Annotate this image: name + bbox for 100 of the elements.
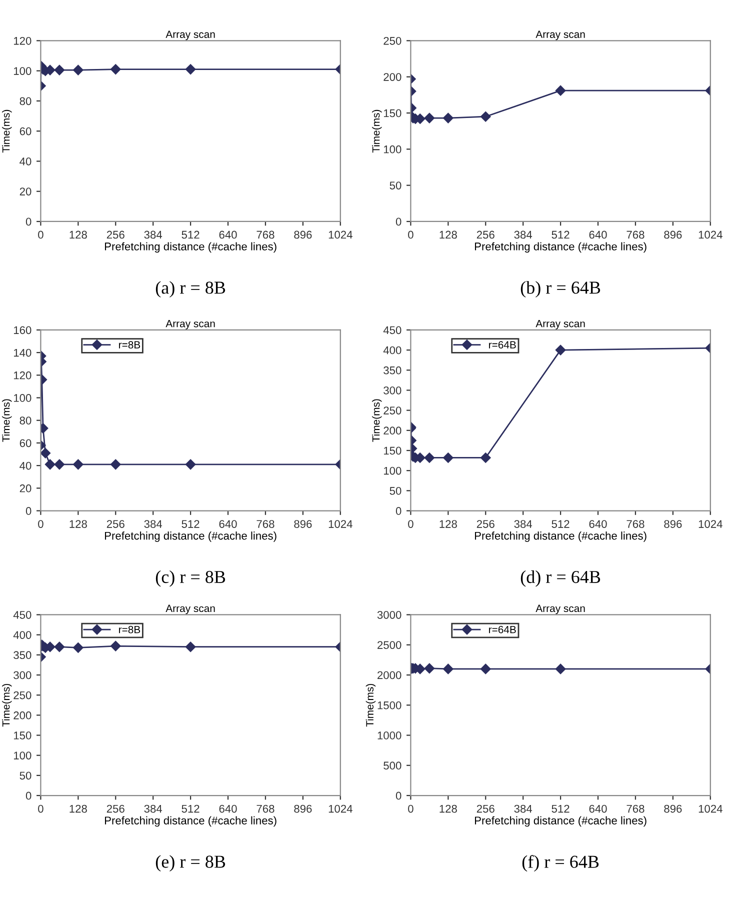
x-tick-label: 384 bbox=[144, 804, 162, 813]
x-tick-label: 768 bbox=[256, 520, 274, 528]
x-tick-label: 256 bbox=[476, 804, 494, 813]
text: (a) r = 8B bbox=[156, 281, 226, 298]
y-tick-label: 120 bbox=[14, 36, 32, 45]
x-axis-title: Prefetching distance (#cache lines) bbox=[105, 532, 276, 542]
x-tick-label: 896 bbox=[294, 804, 312, 813]
y-tick-label: 60 bbox=[20, 439, 32, 448]
x-tick-label: 512 bbox=[182, 230, 200, 239]
x-tick-label: 0 bbox=[408, 230, 414, 239]
y-tick-label: 300 bbox=[14, 671, 32, 680]
y-tick-label: 100 bbox=[14, 394, 32, 402]
y-tick-label: 50 bbox=[390, 182, 402, 190]
x-tick-label: 640 bbox=[589, 804, 607, 813]
legend-label: r=64B bbox=[489, 626, 516, 634]
legend-label: r=64B bbox=[489, 341, 516, 349]
x-tick-label: 128 bbox=[70, 804, 87, 813]
x-tick-label: 1024 bbox=[698, 230, 722, 239]
y-axis-title: Time(ms) bbox=[2, 399, 12, 442]
y-tick-label: 250 bbox=[14, 691, 32, 700]
y-tick-label: 50 bbox=[390, 486, 402, 495]
x-tick-label: 1024 bbox=[328, 804, 352, 813]
y-tick-label: 2500 bbox=[378, 641, 402, 649]
y-tick-label: 60 bbox=[20, 127, 32, 136]
x-tick-label: 256 bbox=[476, 230, 494, 239]
y-tick-label: 3000 bbox=[377, 610, 402, 619]
x-tick-label: 768 bbox=[256, 804, 274, 813]
x-tick-label: 1024 bbox=[698, 804, 722, 813]
chart-title: Array scan bbox=[536, 604, 585, 614]
y-tick-label: 200 bbox=[384, 426, 402, 435]
x-axis-title: Prefetching distance (#cache lines) bbox=[105, 242, 276, 253]
y-tick-label: 0 bbox=[26, 792, 32, 800]
y-tick-label: 40 bbox=[20, 462, 32, 470]
x-axis-title: Prefetching distance (#cache lines) bbox=[475, 532, 646, 542]
x-tick-label: 256 bbox=[106, 804, 124, 813]
text: (f) r = 64B bbox=[522, 855, 599, 872]
x-tick-label: 0 bbox=[38, 520, 44, 528]
text: (d) r = 64B bbox=[520, 570, 600, 587]
y-tick-label: 150 bbox=[384, 446, 402, 455]
y-tick-label: 160 bbox=[14, 326, 32, 334]
x-tick-label: 256 bbox=[106, 230, 124, 239]
y-tick-label: 100 bbox=[384, 466, 402, 475]
y-tick-label: 500 bbox=[384, 762, 402, 770]
x-tick-label: 128 bbox=[70, 520, 87, 528]
x-tick-label: 0 bbox=[38, 804, 44, 813]
y-tick-label: 250 bbox=[384, 406, 402, 414]
x-tick-label: 640 bbox=[219, 804, 237, 813]
x-tick-label: 384 bbox=[144, 520, 162, 528]
y-tick-label: 120 bbox=[14, 371, 32, 380]
y-tick-label: 200 bbox=[14, 711, 32, 720]
y-tick-label: 20 bbox=[20, 484, 32, 492]
x-tick-label: 512 bbox=[182, 520, 200, 528]
y-tick-label: 100 bbox=[14, 67, 32, 75]
y-tick-label: 150 bbox=[14, 732, 32, 740]
y-tick-label: 200 bbox=[384, 73, 402, 81]
y-tick-label: 80 bbox=[20, 416, 32, 424]
x-tick-label: 384 bbox=[144, 230, 162, 239]
x-tick-label: 1024 bbox=[328, 520, 352, 528]
x-tick-label: 896 bbox=[294, 230, 312, 239]
x-tick-label: 256 bbox=[476, 520, 494, 528]
x-tick-label: 128 bbox=[70, 230, 87, 239]
x-axis-title: Prefetching distance (#cache lines) bbox=[475, 242, 646, 253]
y-tick-label: 140 bbox=[14, 348, 32, 357]
x-tick-label: 512 bbox=[552, 230, 570, 239]
y-tick-label: 300 bbox=[384, 386, 402, 394]
x-tick-label: 128 bbox=[440, 230, 457, 239]
chart-title: Array scan bbox=[166, 30, 215, 40]
y-tick-label: 350 bbox=[14, 651, 32, 660]
y-axis-title: Time(ms) bbox=[372, 399, 382, 442]
y-axis-title: Time(ms) bbox=[2, 110, 12, 153]
y-tick-label: 40 bbox=[20, 157, 32, 166]
x-tick-label: 0 bbox=[408, 520, 414, 528]
x-tick-label: 768 bbox=[626, 520, 644, 528]
x-tick-label: 512 bbox=[552, 520, 570, 528]
chart-title: Array scan bbox=[536, 320, 585, 330]
x-tick-label: 512 bbox=[552, 804, 570, 813]
legend-label: r=8B bbox=[119, 341, 140, 349]
text: (c) r = 8B bbox=[156, 570, 226, 587]
y-tick-label: 100 bbox=[14, 752, 32, 760]
legend-label: r=8B bbox=[119, 626, 140, 634]
y-tick-label: 100 bbox=[384, 145, 402, 154]
y-tick-label: 0 bbox=[396, 792, 402, 800]
y-tick-label: 450 bbox=[13, 610, 32, 619]
x-tick-label: 768 bbox=[626, 804, 644, 813]
x-tick-label: 1024 bbox=[328, 230, 352, 239]
y-tick-label: 250 bbox=[384, 36, 402, 45]
y-axis-title: Time(ms) bbox=[2, 684, 12, 727]
y-tick-label: 400 bbox=[13, 631, 32, 639]
x-tick-label: 512 bbox=[182, 804, 200, 813]
y-tick-label: 0 bbox=[26, 507, 32, 515]
y-tick-label: 20 bbox=[20, 188, 32, 196]
x-tick-label: 256 bbox=[106, 520, 124, 528]
y-tick-label: 80 bbox=[20, 97, 32, 106]
y-tick-label: 0 bbox=[396, 218, 402, 226]
x-tick-label: 896 bbox=[664, 804, 682, 813]
x-axis-title: Prefetching distance (#cache lines) bbox=[475, 816, 646, 827]
x-tick-label: 768 bbox=[626, 230, 644, 239]
x-tick-label: 896 bbox=[664, 230, 682, 239]
y-tick-label: 0 bbox=[396, 507, 402, 515]
x-tick-label: 1024 bbox=[698, 520, 722, 528]
